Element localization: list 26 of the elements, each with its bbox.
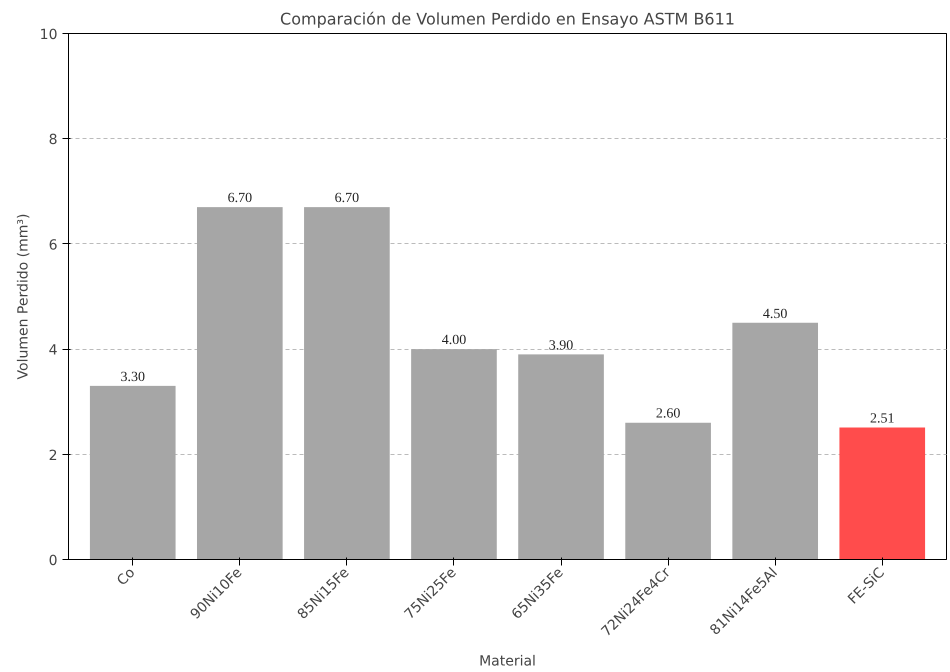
- y-tick-label: 4: [48, 342, 58, 359]
- y-tick-label: 0: [48, 553, 58, 569]
- data-label: 6.70: [334, 191, 360, 206]
- chart-title: Comparación de Volumen Perdido en Ensayo ASTM B611: [280, 10, 735, 28]
- bar: [732, 322, 818, 560]
- y-tick-label: 10: [40, 27, 58, 43]
- x-axis-title: Material: [479, 654, 536, 670]
- bar: [196, 207, 283, 560]
- data-label: 3.90: [548, 338, 574, 354]
- bar: [90, 386, 176, 560]
- bar: [839, 427, 926, 560]
- x-tick-label: Co: [114, 564, 138, 590]
- bar: [411, 349, 497, 560]
- y-axis-title: Volumen Perdido (mm³): [16, 214, 32, 380]
- data-label: 2.60: [656, 406, 680, 422]
- bar: [518, 354, 604, 560]
- data-label: 6.70: [228, 191, 252, 206]
- data-label: 4.50: [762, 306, 788, 322]
- y-tick-label: 6: [48, 237, 58, 254]
- bar: [625, 422, 711, 560]
- data-label: 4.00: [442, 333, 466, 348]
- data-label: 2.51: [870, 411, 895, 426]
- data-label: 3.30: [120, 370, 145, 385]
- y-tick-label: 2: [48, 448, 58, 464]
- bar: [304, 207, 390, 560]
- y-tick-label: 8: [48, 132, 58, 148]
